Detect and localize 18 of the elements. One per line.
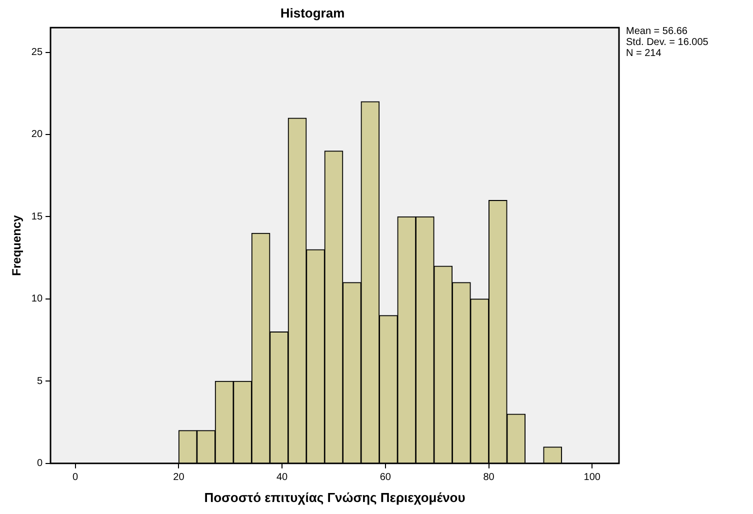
y-tick-label: 15	[31, 211, 43, 222]
x-tick-label: 20	[173, 472, 185, 484]
x-tick-label: 0	[72, 472, 79, 484]
chart-title: Histogram	[280, 5, 345, 20]
y-tick-label: 5	[36, 376, 43, 387]
y-tick-label: 10	[31, 294, 43, 305]
y-axis-title: Frequency	[10, 214, 24, 276]
x-tick-label: 40	[276, 472, 288, 484]
x-tick-label: 60	[380, 472, 392, 484]
x-tick-label: 100	[584, 472, 601, 484]
y-tick-label: 25	[31, 47, 43, 58]
y-tick-label: 20	[31, 129, 43, 140]
text: Std. Dev. = 16.005	[626, 37, 708, 48]
text: Mean = 56.66	[626, 26, 688, 37]
x-tick-label: 80	[483, 472, 495, 484]
x-axis-title: Ποσοστό επιτυχίας Γνώσης Περιεχομένου	[204, 490, 466, 505]
y-tick-label: 0	[36, 458, 43, 470]
text: N = 214	[626, 48, 662, 59]
